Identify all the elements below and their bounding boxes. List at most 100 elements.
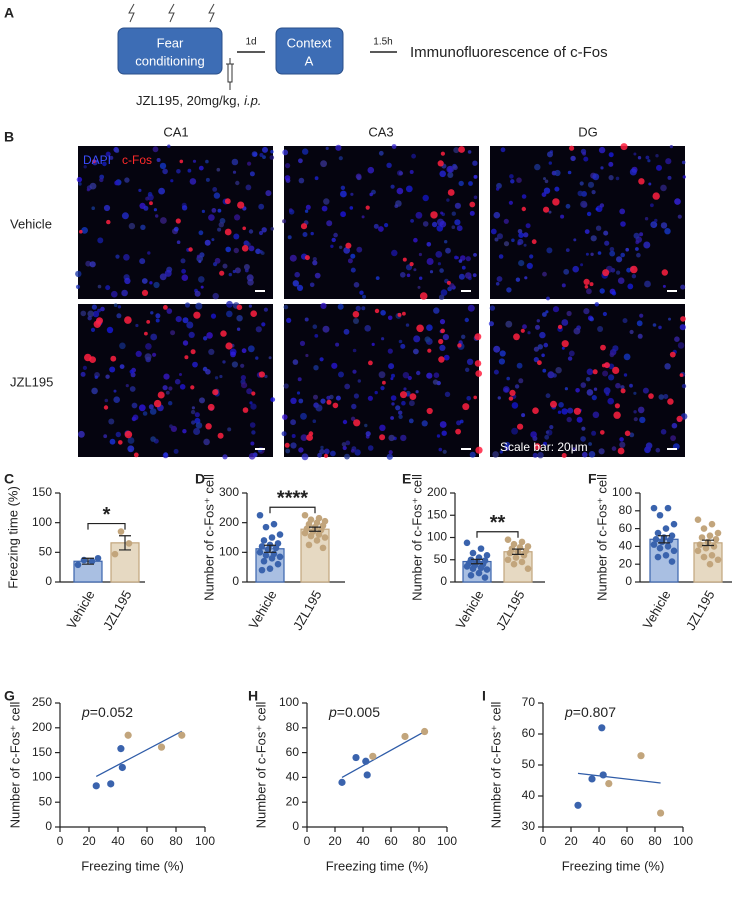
nucleus — [623, 373, 628, 377]
nucleus — [439, 421, 447, 428]
cfos-cell — [620, 143, 628, 151]
nucleus — [129, 369, 134, 374]
nucleus — [102, 161, 107, 167]
cfos-cell — [680, 316, 686, 322]
data-point — [262, 552, 270, 559]
nucleus — [138, 188, 142, 192]
nucleus — [400, 434, 407, 442]
nucleus — [168, 386, 173, 391]
nucleus — [388, 434, 395, 442]
nucleus — [458, 180, 464, 187]
data-point — [463, 563, 471, 570]
data-point — [512, 554, 520, 561]
nucleus — [241, 348, 247, 354]
cfos-cell — [124, 430, 133, 439]
nucleus — [182, 317, 189, 324]
nucleus — [542, 312, 547, 317]
nucleus — [341, 442, 347, 447]
nucleus — [255, 248, 261, 255]
nucleus — [258, 230, 264, 236]
nucleus — [208, 348, 215, 355]
nucleus — [496, 276, 503, 282]
nucleus — [319, 357, 324, 362]
nucleus — [629, 432, 635, 438]
nucleus — [270, 150, 274, 154]
nucleus — [642, 387, 649, 394]
nucleus — [605, 392, 610, 396]
nucleus — [426, 242, 432, 247]
nucleus — [163, 452, 168, 457]
data-point — [256, 549, 264, 556]
cfos-cell — [440, 328, 446, 334]
nucleus — [299, 340, 306, 346]
data-point — [363, 771, 371, 779]
cfos-cell — [284, 442, 290, 448]
nucleus — [268, 356, 272, 360]
nucleus — [504, 441, 511, 448]
data-point — [650, 504, 658, 512]
cfos-cell — [237, 201, 245, 209]
nucleus — [564, 387, 569, 391]
nucleus — [461, 265, 466, 270]
nucleus — [627, 283, 634, 290]
nucleus — [345, 440, 351, 446]
nucleus — [198, 276, 205, 283]
nucleus — [111, 290, 118, 298]
cfos-cell — [648, 393, 654, 399]
nucleus — [391, 373, 395, 378]
nucleus — [633, 232, 640, 239]
nucleus — [626, 267, 631, 273]
nucleus — [402, 372, 410, 379]
nucleus — [386, 162, 392, 168]
cfos-cell — [669, 351, 676, 358]
nucleus — [570, 155, 576, 162]
nucleus — [219, 374, 223, 379]
x-tick-label: 0 — [304, 834, 311, 848]
nucleus — [554, 186, 560, 192]
cfos-cell — [430, 211, 438, 219]
data-point — [124, 731, 132, 739]
nucleus — [473, 253, 477, 257]
nucleus — [426, 258, 434, 265]
x-tick-label: 0 — [540, 834, 547, 848]
x-tick-label: 40 — [111, 834, 125, 848]
nucleus — [598, 146, 606, 154]
nucleus — [75, 270, 82, 278]
nucleus — [506, 287, 512, 293]
nucleus — [422, 194, 429, 202]
cfos-cell — [508, 396, 514, 401]
nucleus — [413, 348, 419, 355]
nucleus — [125, 384, 129, 388]
nucleus — [296, 284, 304, 291]
x-axis-label: Freezing time (%) — [562, 858, 665, 873]
nucleus — [543, 441, 547, 446]
nucleus — [364, 423, 368, 428]
nucleus — [331, 362, 338, 369]
nucleus — [132, 414, 139, 421]
x-tick-label: 20 — [564, 834, 578, 848]
nucleus — [255, 326, 262, 333]
nucleus — [323, 198, 330, 205]
data-point — [301, 529, 309, 537]
nucleus — [554, 169, 561, 177]
panel-letter: H — [248, 688, 258, 704]
nucleus — [633, 410, 637, 414]
nucleus — [249, 422, 256, 428]
nucleus — [205, 369, 211, 375]
nucleus — [169, 424, 173, 429]
nucleus — [489, 305, 496, 311]
nucleus — [566, 416, 572, 423]
data-point — [401, 732, 409, 741]
y-tick-label: 50 — [39, 545, 53, 559]
data-point — [178, 731, 186, 739]
cfos-cell — [258, 371, 265, 378]
nucleus — [80, 371, 86, 377]
nucleus — [680, 284, 686, 290]
nucleus — [179, 373, 182, 376]
nucleus — [390, 395, 397, 401]
nucleus — [567, 170, 572, 175]
data-point — [656, 544, 664, 552]
data-point — [518, 558, 526, 566]
nucleus — [155, 313, 161, 319]
nucleus — [195, 302, 203, 310]
